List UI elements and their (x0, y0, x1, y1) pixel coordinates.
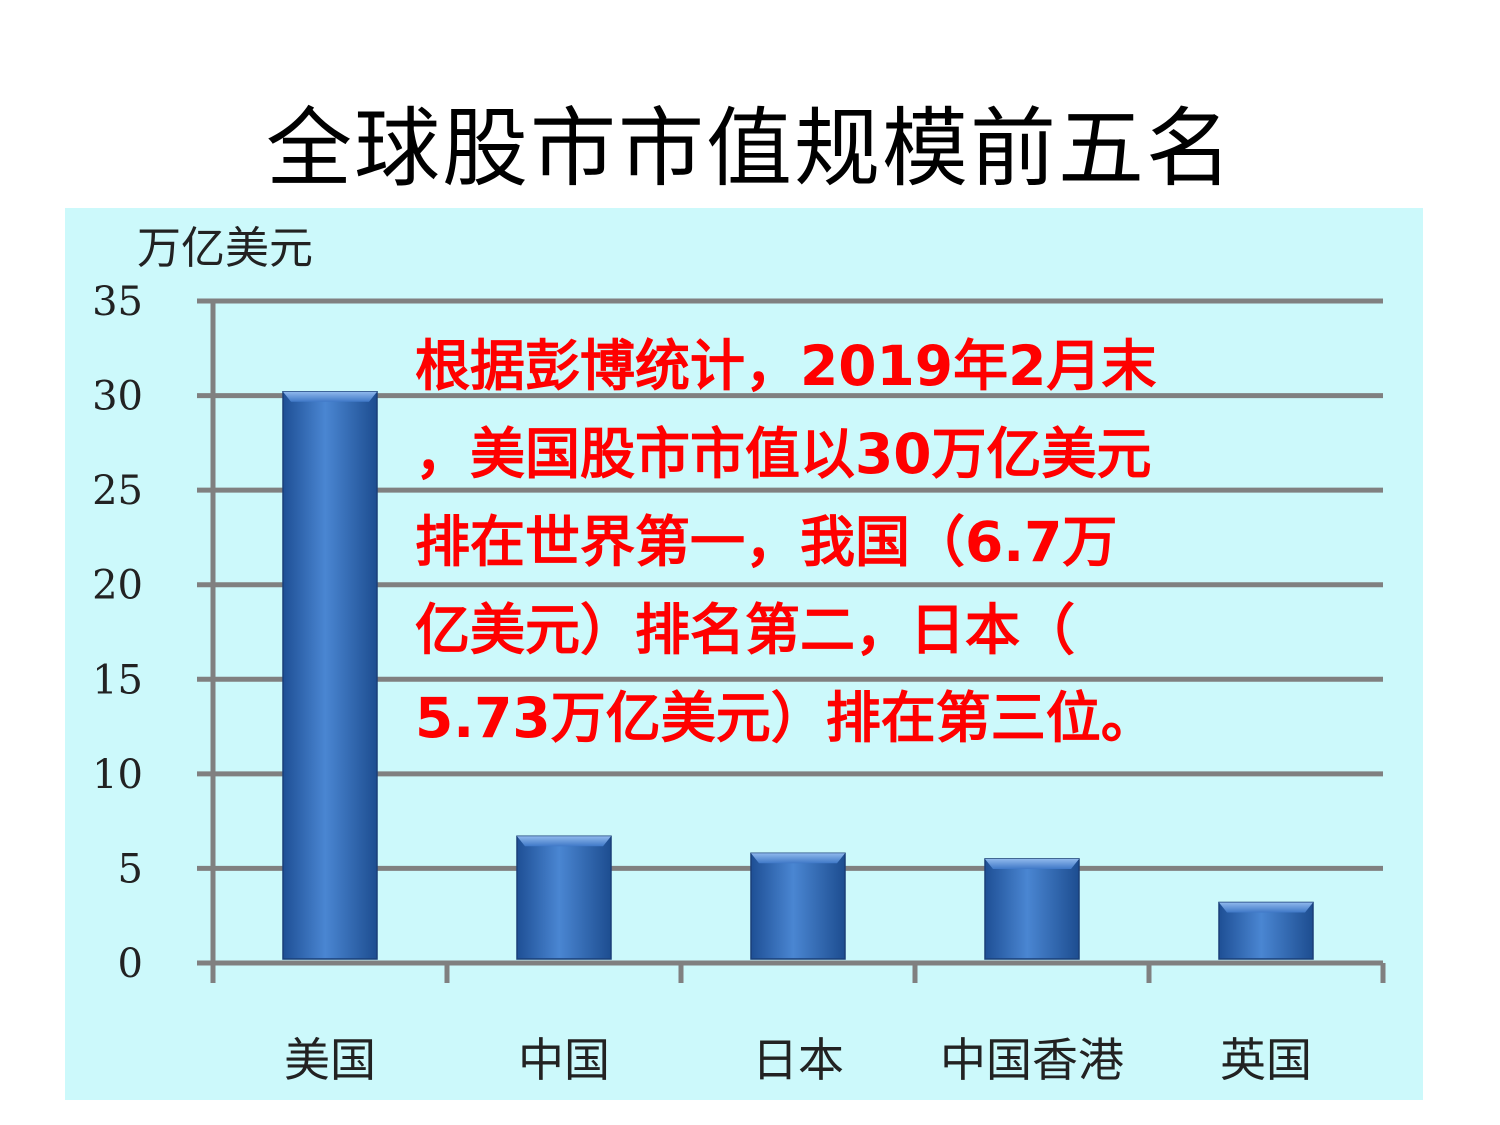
bar-body (984, 858, 1080, 960)
annotation-line: ，美国股市市值以30万亿美元 (415, 422, 1152, 486)
y-tick-label: 25 (92, 468, 143, 514)
y-tick-label: 35 (92, 279, 143, 325)
y-tick-label: 0 (118, 941, 143, 987)
y-tick-label: 30 (92, 374, 143, 420)
y-tick-label: 20 (92, 563, 143, 609)
x-category-label: 美国 (284, 1033, 376, 1087)
bar-bevel (283, 391, 377, 402)
bar-body (516, 835, 612, 960)
bars (282, 391, 1314, 960)
bar (750, 852, 846, 960)
bar-body (282, 391, 378, 960)
chart-panel: 0 5 10 15 20 25 30 35 万亿美元美国 中国 日本 中国香港 英国 (65, 208, 1423, 1100)
x-category-label: 日本 (752, 1033, 844, 1087)
bar (984, 858, 1080, 960)
bar-bevel (751, 853, 845, 864)
bar-body (750, 852, 846, 960)
x-category-label: 中国 (518, 1033, 610, 1087)
y-tick-label: 15 (92, 657, 143, 703)
page-title: 全球股市市值规模前五名 (266, 99, 1234, 199)
bar-bevel (1219, 902, 1313, 913)
y-tick-label: 5 (118, 846, 143, 892)
bar (282, 391, 378, 960)
annotation-line: 根据彭博统计，2019年2月末 (415, 334, 1157, 398)
bar (516, 835, 612, 960)
bar-bevel (985, 858, 1079, 869)
x-category-label: 中国香港 (940, 1033, 1124, 1087)
y-axis-label: 万亿美元 (137, 223, 313, 274)
grid-lines (197, 298, 1383, 871)
annotation-line: 排在世界第一，我国（6.7万 (415, 510, 1118, 574)
annotation-text: 根据彭博统计，2019年2月末 ，美国股市市值以30万亿美元 排在世界第一，我国… (415, 322, 1415, 762)
bar-bevel (517, 836, 611, 847)
bar (1218, 901, 1314, 960)
annotation-line: 亿美元）排名第二，日本（ (415, 598, 1076, 662)
y-tick-label: 10 (92, 752, 143, 798)
x-category-label: 英国 (1220, 1033, 1312, 1087)
axes (197, 301, 1386, 983)
annotation-line: 5.73万亿美元）排在第三位。 (415, 686, 1156, 750)
